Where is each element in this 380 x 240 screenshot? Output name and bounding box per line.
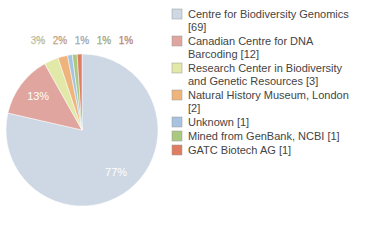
- data-label: 1%: [119, 35, 134, 46]
- pie: [6, 54, 158, 206]
- legend-label: Unknown [1]: [188, 116, 249, 128]
- pie-slice: [67, 55, 82, 130]
- pie-slice: [77, 54, 82, 130]
- legend-swatch: [172, 145, 182, 155]
- legend: Centre for Biodiversity Genomics[69]Cana…: [172, 8, 349, 156]
- data-label: 2%: [53, 35, 68, 46]
- data-label: 13%: [27, 90, 49, 102]
- legend-swatch: [172, 131, 182, 141]
- legend-label: Centre for Biodiversity Genomics[69]: [188, 8, 349, 33]
- pie-slice: [6, 54, 158, 206]
- legend-swatch: [172, 36, 182, 46]
- chart: 77% 13% 3% 2% 1% 1% 1% Centre for Biodiversity …: [0, 0, 380, 240]
- data-label: 3%: [31, 35, 46, 46]
- legend-swatch: [172, 117, 182, 127]
- legend-label: Research Center in Biodiversityand Genet…: [188, 62, 343, 87]
- data-label: 77%: [105, 166, 127, 178]
- legend-label: Mined from GenBank, NCBI [1]: [188, 130, 340, 142]
- pie-slice: [72, 54, 82, 130]
- legend-swatch: [172, 9, 182, 19]
- data-label: 1%: [97, 35, 112, 46]
- legend-label: Canadian Centre for DNABarcoding [12]: [188, 35, 314, 60]
- data-labels: 77% 13% 3% 2% 1% 1% 1%: [27, 35, 133, 178]
- legend-label: Natural History Museum, London[2]: [188, 89, 349, 114]
- legend-swatch: [172, 90, 182, 100]
- legend-swatch: [172, 63, 182, 73]
- data-label: 1%: [75, 35, 90, 46]
- legend-label: GATC Biotech AG [1]: [188, 144, 291, 156]
